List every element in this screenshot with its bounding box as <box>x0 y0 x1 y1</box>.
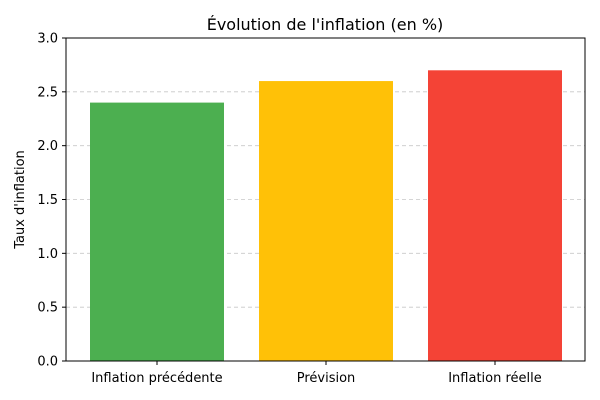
bar-2 <box>428 70 562 362</box>
bar-1 <box>259 81 393 362</box>
bars <box>90 70 562 362</box>
y-tick-label: 0.5 <box>37 301 58 316</box>
x-tick-label: Inflation réelle <box>448 371 542 386</box>
y-axis-ticks: 0.0 0.5 1.0 1.5 2.0 2.5 3.0 <box>37 32 66 370</box>
y-tick-label: 1.0 <box>37 247 58 262</box>
y-tick-label: 1.5 <box>37 193 58 208</box>
y-tick-label: 2.0 <box>37 139 58 154</box>
x-axis-ticks: Inflation précédente Prévision Inflation r… <box>91 361 542 386</box>
y-axis-label: Taux d'inflation <box>13 150 28 250</box>
chart-title: Évolution de l'inflation (en %) <box>207 15 444 34</box>
y-tick-label: 3.0 <box>37 32 58 47</box>
x-tick-label: Prévision <box>297 371 356 386</box>
y-tick-label: 2.5 <box>37 85 58 100</box>
y-tick-label: 0.0 <box>37 355 58 370</box>
bar-0 <box>90 102 224 361</box>
x-tick-label: Inflation précédente <box>91 371 222 386</box>
